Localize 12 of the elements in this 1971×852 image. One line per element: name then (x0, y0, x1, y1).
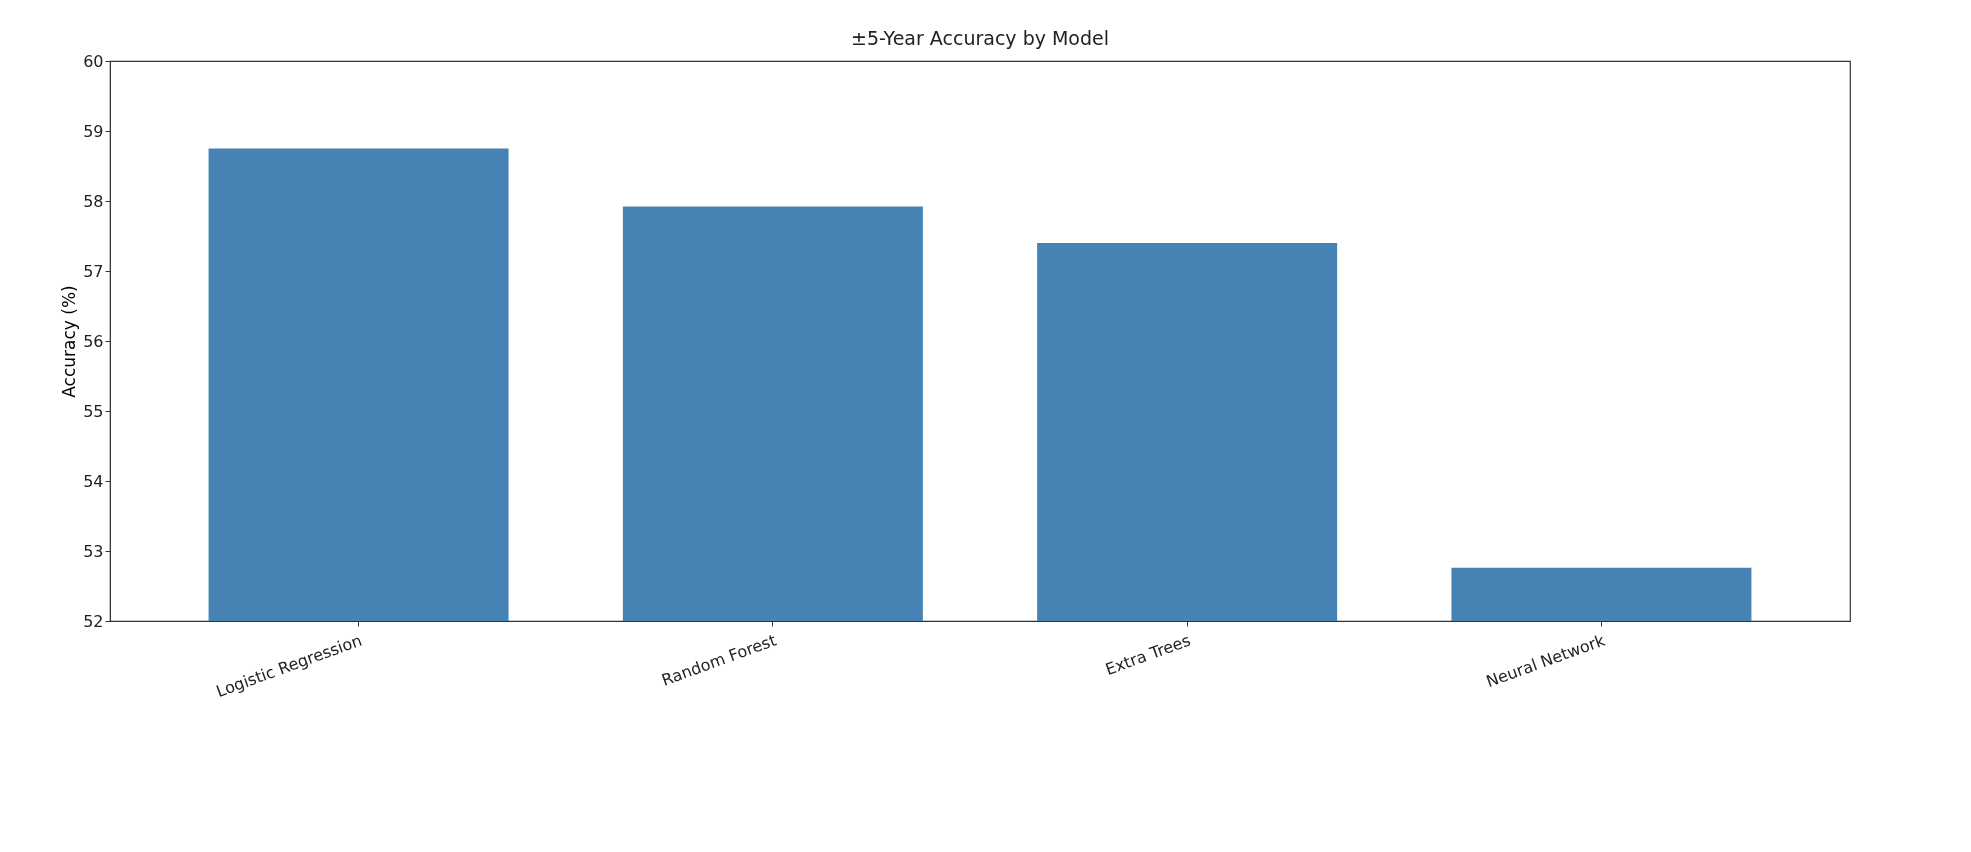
y-axis-title: Accuracy (%) (59, 285, 80, 398)
y-tick-label: 54 (83, 471, 104, 491)
chart-title: ±5-Year Accuracy by Model (850, 27, 1110, 49)
y-tick-label: 56 (83, 331, 104, 351)
y-tick-label: 55 (83, 401, 104, 421)
x-tick-label: Extra Trees (1102, 630, 1193, 679)
y-tick-label: 52 (83, 611, 104, 631)
y-tick-label: 59 (83, 121, 104, 141)
y-tick-label: 60 (83, 51, 104, 71)
y-tick-label: 53 (83, 541, 104, 561)
y-tick-label: 57 (83, 261, 104, 281)
y-tick-label: 58 (83, 191, 104, 211)
